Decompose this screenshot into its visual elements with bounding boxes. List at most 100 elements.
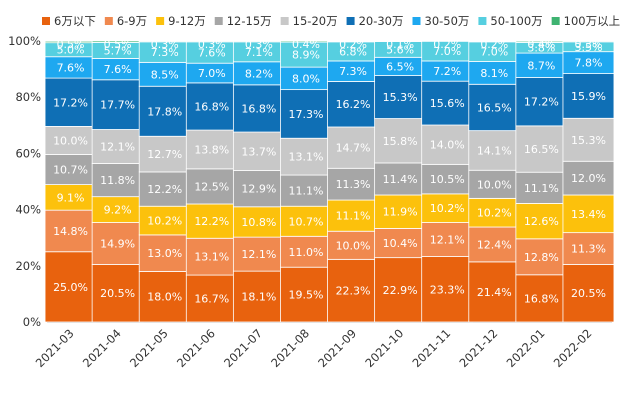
legend-swatch	[281, 17, 289, 25]
data-label: 0.1%	[386, 38, 414, 51]
legend-label: 6万以下	[54, 14, 96, 28]
data-label: 11.9%	[383, 206, 418, 219]
data-label: 0.5%	[57, 38, 85, 51]
data-label: 14.0%	[430, 139, 465, 152]
data-label: 12.1%	[430, 234, 465, 247]
legend-swatch	[347, 17, 355, 25]
legend-label: 100万以上	[564, 14, 620, 28]
data-label: 0.3%	[574, 38, 602, 51]
data-label: 11.3%	[336, 178, 371, 191]
data-label: 11.8%	[100, 174, 135, 187]
data-label: 22.3%	[336, 285, 371, 298]
data-label: 7.8%	[574, 57, 602, 70]
data-label: 13.4%	[571, 208, 606, 221]
data-label: 13.7%	[241, 145, 276, 158]
data-label: 16.5%	[524, 143, 559, 156]
data-label: 0.2%	[339, 38, 367, 51]
data-label: 8.1%	[480, 67, 508, 80]
data-label: 10.2%	[147, 215, 182, 228]
legend-label: 20-30万	[359, 14, 404, 28]
x-tick-label: 2021-12	[457, 326, 501, 370]
x-tick-label: 2021-09	[315, 326, 359, 370]
data-label: 13.1%	[288, 151, 323, 164]
data-label: 19.5%	[288, 289, 323, 302]
data-label: 8.0%	[292, 72, 320, 85]
legend-swatch	[413, 17, 421, 25]
x-tick-label: 2021-10	[362, 326, 406, 370]
data-label: 7.6%	[104, 63, 132, 76]
legend-swatch	[156, 17, 164, 25]
data-label: 8.7%	[527, 59, 555, 72]
data-label: 8.5%	[151, 68, 179, 81]
x-tick-label: 2021-05	[127, 326, 171, 370]
y-tick-label: 20%	[15, 259, 41, 273]
data-label: 20.5%	[100, 287, 135, 300]
data-label: 13.8%	[194, 143, 229, 156]
data-label: 14.8%	[53, 225, 88, 238]
data-label: 12.2%	[194, 215, 229, 228]
x-tick-label: 2021-08	[268, 326, 312, 370]
data-label: 11.3%	[571, 243, 606, 256]
data-label: 7.2%	[433, 65, 461, 78]
data-label: 16.8%	[194, 100, 229, 113]
legend-label: 12-15万	[227, 14, 272, 28]
legend-swatch	[42, 17, 50, 25]
data-label: 0.4%	[292, 38, 320, 51]
data-label: 9.2%	[104, 204, 132, 217]
x-tick-label: 2021-03	[33, 326, 77, 370]
data-label: 0.3%	[245, 38, 273, 51]
data-label: 10.7%	[53, 164, 88, 177]
data-label: 10.2%	[477, 207, 512, 220]
data-label: 0.2%	[433, 38, 461, 51]
data-label: 12.1%	[241, 248, 276, 261]
data-label: 16.8%	[241, 102, 276, 115]
data-label: 11.1%	[524, 182, 559, 195]
data-label: 11.0%	[288, 246, 323, 259]
legend-swatch	[552, 17, 560, 25]
x-tick-label: 2022-02	[551, 326, 595, 370]
data-label: 14.1%	[477, 144, 512, 157]
data-label: 0.3%	[198, 38, 226, 51]
y-tick-label: 80%	[15, 90, 41, 104]
data-label: 17.8%	[147, 105, 182, 118]
data-label: 10.2%	[430, 202, 465, 215]
data-label: 8.2%	[245, 67, 273, 80]
legend-swatch	[105, 17, 113, 25]
data-label: 21.4%	[477, 286, 512, 299]
data-label: 0.5%	[104, 38, 132, 51]
data-label: 16.5%	[477, 101, 512, 114]
data-label: 10.0%	[477, 178, 512, 191]
data-label: 18.1%	[241, 291, 276, 304]
data-label: 0.2%	[480, 38, 508, 51]
data-label: 16.2%	[336, 98, 371, 111]
y-tick-label: 60%	[15, 146, 41, 160]
legend-swatch	[215, 17, 223, 25]
legend-label: 30-50万	[425, 14, 470, 28]
x-tick-label: 2021-04	[80, 326, 124, 370]
data-label: 7.3%	[339, 65, 367, 78]
legend-label: 15-20万	[293, 14, 338, 28]
x-tick-label: 2021-06	[174, 326, 218, 370]
data-label: 15.9%	[571, 90, 606, 103]
data-label: 16.8%	[524, 292, 559, 305]
data-label: 15.3%	[571, 134, 606, 147]
data-label: 17.3%	[288, 108, 323, 121]
data-label: 10.0%	[53, 134, 88, 147]
data-label: 12.0%	[571, 172, 606, 185]
x-tick-label: 2021-11	[409, 326, 453, 370]
data-label: 12.9%	[241, 183, 276, 196]
data-label: 22.9%	[383, 284, 418, 297]
data-label: 17.7%	[100, 99, 135, 112]
data-label: 10.4%	[383, 237, 418, 250]
data-label: 12.2%	[147, 183, 182, 196]
y-tick-label: 40%	[15, 203, 41, 217]
data-label: 0.3%	[151, 38, 179, 51]
data-label: 15.3%	[383, 91, 418, 104]
data-label: 17.2%	[53, 96, 88, 109]
data-label: 11.1%	[336, 210, 371, 223]
data-label: 13.0%	[147, 247, 182, 260]
data-label: 12.5%	[194, 180, 229, 193]
data-label: 14.9%	[100, 237, 135, 250]
